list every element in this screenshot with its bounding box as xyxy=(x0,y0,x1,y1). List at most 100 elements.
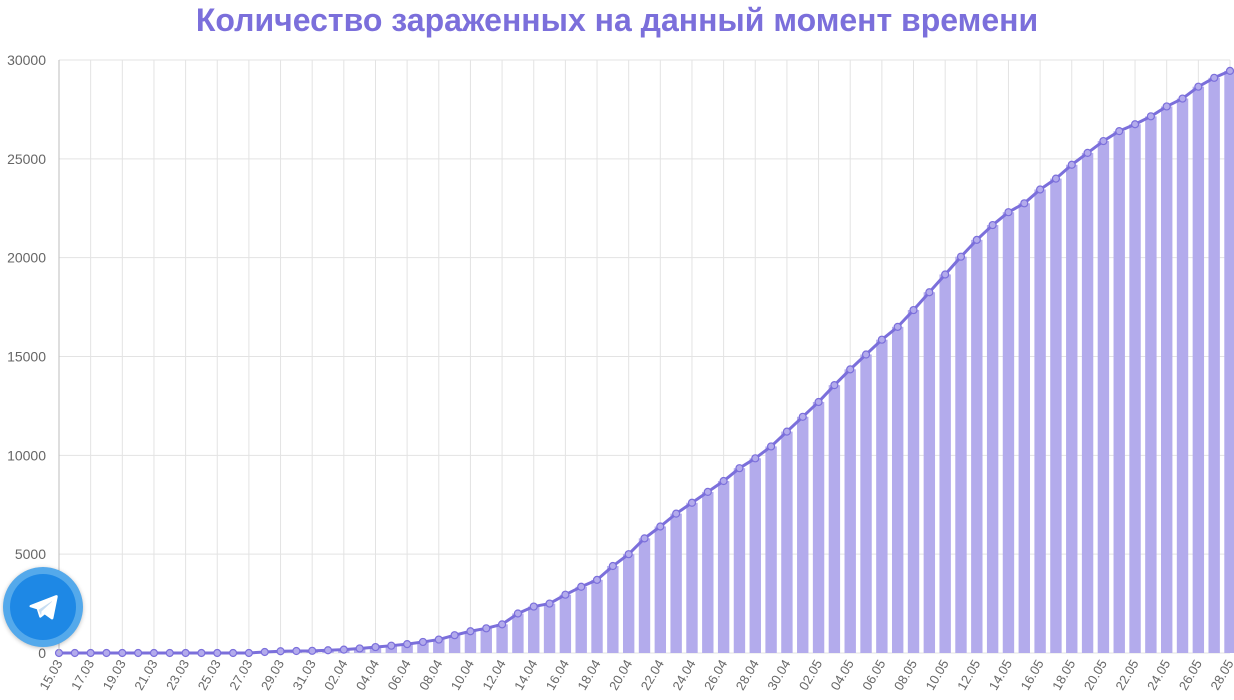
bar xyxy=(812,401,825,653)
x-tick-label: 06.05 xyxy=(859,657,888,693)
bar xyxy=(1161,106,1173,654)
data-point xyxy=(228,648,238,658)
x-tick-label: 16.05 xyxy=(1017,657,1046,693)
x-tick-label: 22.05 xyxy=(1112,657,1141,693)
bar xyxy=(638,538,651,653)
data-point xyxy=(1146,112,1155,121)
bar xyxy=(686,502,698,653)
x-tick-label: 14.04 xyxy=(511,657,540,693)
data-point xyxy=(482,624,491,633)
x-tick-label: 19.03 xyxy=(100,657,129,693)
bar xyxy=(891,326,904,653)
data-point xyxy=(1083,148,1092,158)
data-point xyxy=(1004,208,1013,217)
data-point xyxy=(1178,94,1187,103)
data-point xyxy=(925,288,934,297)
x-tick-label: 24.05 xyxy=(1144,657,1173,693)
bar xyxy=(622,554,635,653)
data-point xyxy=(308,646,317,655)
bar xyxy=(986,225,999,653)
data-point xyxy=(592,575,602,584)
data-point xyxy=(513,609,523,618)
bar xyxy=(939,274,951,653)
data-point xyxy=(1115,127,1124,136)
bar xyxy=(971,239,983,654)
data-point xyxy=(1067,160,1076,169)
bar xyxy=(907,310,920,653)
bar-series xyxy=(259,70,1234,654)
data-point xyxy=(672,509,681,518)
data-point xyxy=(276,647,285,656)
bar xyxy=(717,481,730,653)
y-tick-label: 30000 xyxy=(7,52,46,68)
data-point xyxy=(988,220,997,230)
x-tick-label: 28.05 xyxy=(1207,657,1234,693)
bar xyxy=(828,385,841,653)
data-point xyxy=(830,381,839,390)
bar xyxy=(433,639,445,653)
y-tick-label: 5000 xyxy=(15,546,46,562)
data-point xyxy=(434,635,443,644)
data-point xyxy=(339,645,348,654)
x-tick-label: 22.04 xyxy=(638,657,667,693)
x-tick-label: 23.03 xyxy=(163,657,192,693)
data-point xyxy=(687,498,697,507)
data-point xyxy=(941,270,950,279)
data-point xyxy=(1036,185,1045,194)
data-point xyxy=(798,412,807,421)
bar xyxy=(528,606,540,653)
x-tick-label: 27.03 xyxy=(226,657,255,693)
x-tick-label: 10.04 xyxy=(448,657,477,693)
data-point xyxy=(118,648,127,658)
bar xyxy=(1002,212,1015,653)
x-tick-label: 15.03 xyxy=(36,657,65,693)
data-point xyxy=(1020,199,1029,208)
bar xyxy=(1224,70,1234,654)
data-point xyxy=(545,599,554,608)
data-point xyxy=(814,397,823,407)
x-tick-label: 06.04 xyxy=(384,657,413,693)
bar xyxy=(797,416,809,653)
x-tick-label: 12.04 xyxy=(479,657,508,693)
bar xyxy=(591,579,603,653)
x-tick-label: 08.04 xyxy=(416,657,445,693)
bar xyxy=(1066,164,1078,653)
bar xyxy=(480,628,492,653)
data-point xyxy=(846,365,855,374)
data-point xyxy=(624,550,633,559)
x-tick-label: 18.04 xyxy=(574,657,603,693)
data-point xyxy=(86,648,95,658)
bar xyxy=(860,354,872,653)
y-tick-label: 20000 xyxy=(7,250,46,266)
data-point xyxy=(102,648,111,658)
x-tick-label: 12.05 xyxy=(954,657,983,693)
data-point xyxy=(719,476,728,486)
x-tick-label: 21.03 xyxy=(131,657,160,693)
x-tick-label: 29.03 xyxy=(258,657,287,693)
bar xyxy=(543,603,556,653)
bar xyxy=(448,635,461,653)
data-point xyxy=(703,487,712,497)
chart-title: Количество зараженных на данный момент в… xyxy=(195,2,1039,38)
bar xyxy=(607,566,619,653)
data-point xyxy=(1130,120,1140,129)
bar xyxy=(923,292,936,653)
x-tick-label: 08.05 xyxy=(891,657,920,693)
data-point xyxy=(418,637,428,647)
data-point xyxy=(244,648,253,658)
data-point xyxy=(972,235,981,244)
x-tick-label: 31.03 xyxy=(290,657,319,693)
data-point xyxy=(751,454,760,463)
data-point xyxy=(260,647,269,657)
data-point xyxy=(1194,82,1203,91)
data-point xyxy=(608,561,617,571)
data-point xyxy=(782,427,792,436)
x-tick-label: 02.05 xyxy=(796,657,825,693)
bar xyxy=(559,594,572,653)
data-point xyxy=(1210,73,1219,82)
x-tick-label: 20.05 xyxy=(1081,657,1110,693)
telegram-share-button[interactable] xyxy=(3,567,83,647)
data-point xyxy=(861,350,871,359)
data-point xyxy=(1099,136,1108,146)
